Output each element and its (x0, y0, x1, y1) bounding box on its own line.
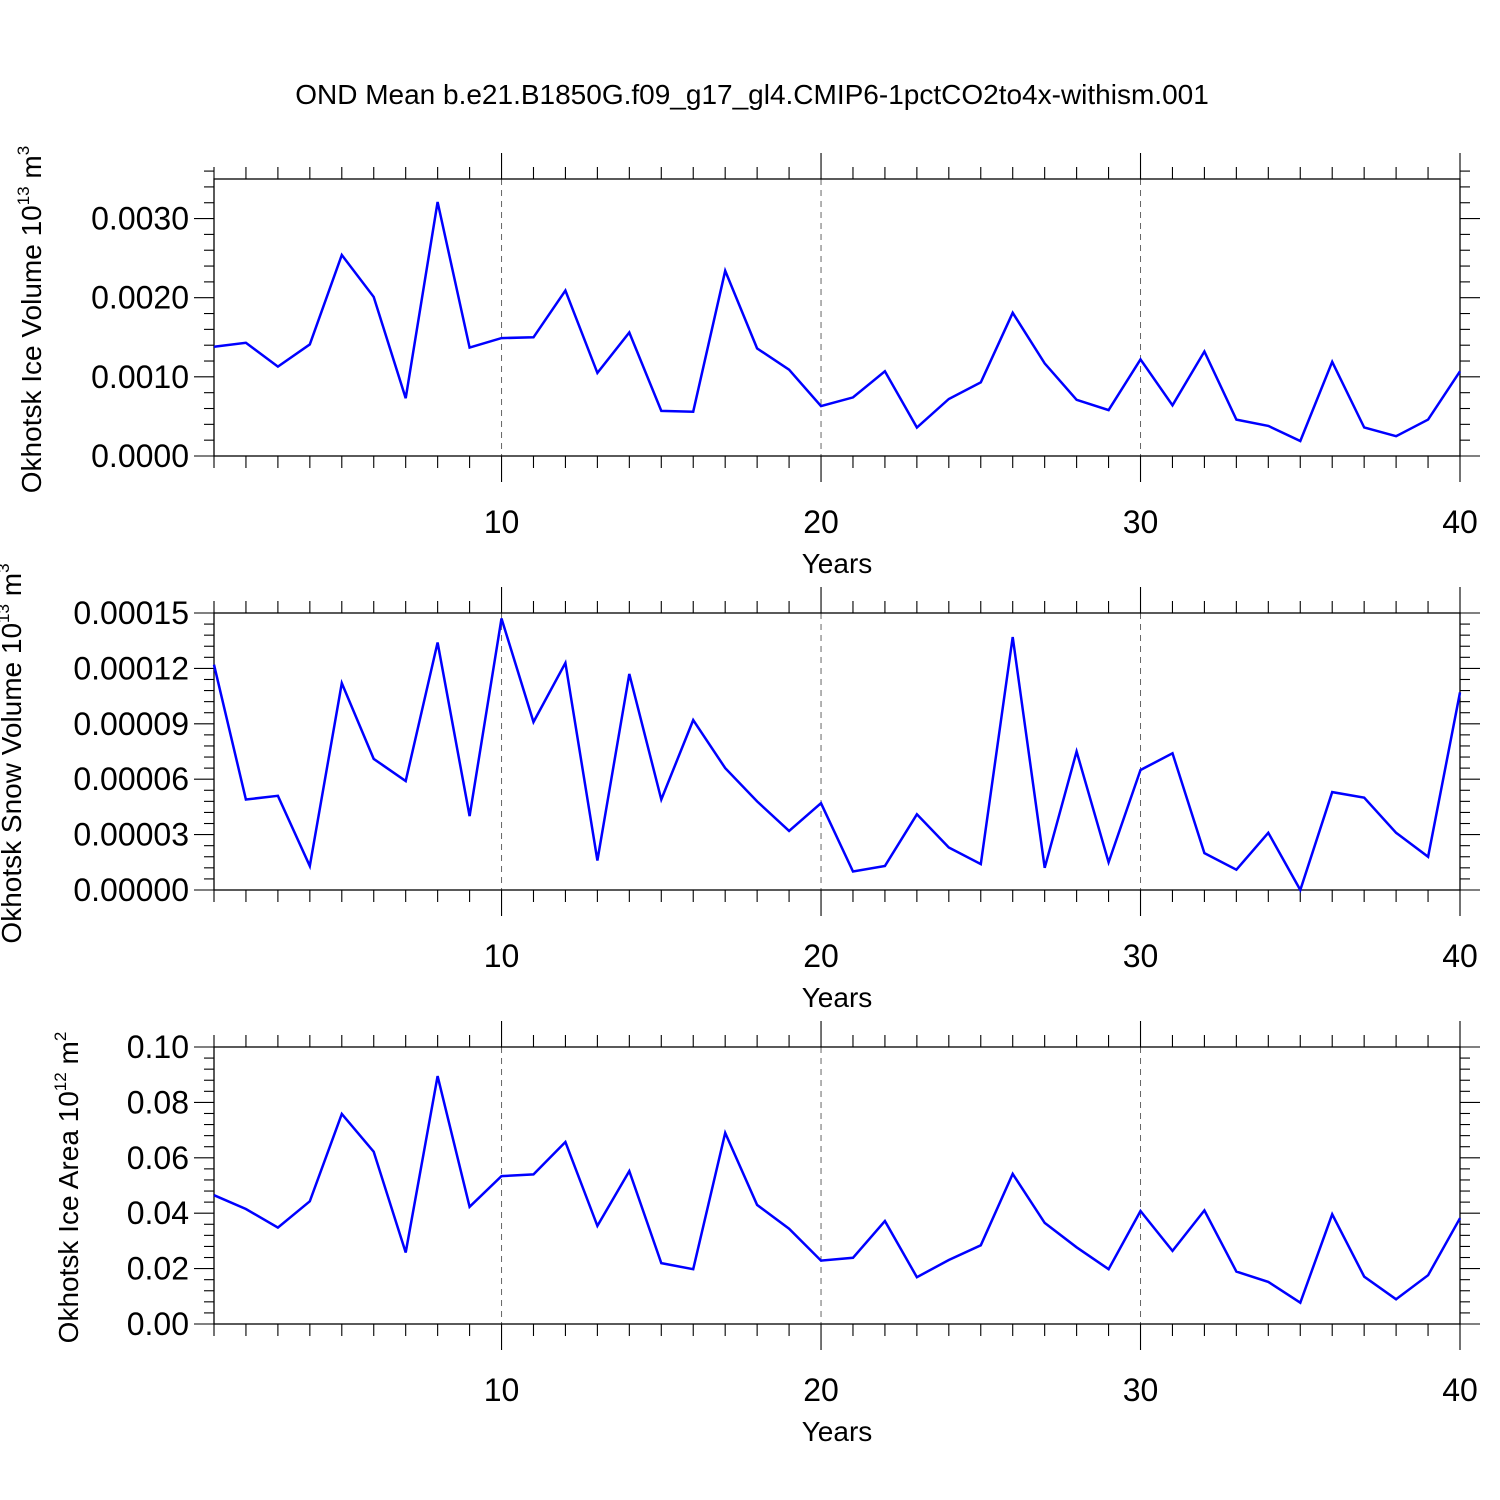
x-tick-label: 10 (484, 504, 520, 540)
y-tick-label: 0.0030 (91, 201, 189, 237)
data-series-line (213, 1075, 1462, 1305)
y-tick-label: 0.06 (127, 1140, 189, 1176)
y-axis-title: Okhotsk Ice Volume 1013 m3 (14, 146, 47, 493)
y-tick-label: 0.04 (127, 1195, 189, 1231)
x-tick-label: 10 (484, 1372, 520, 1408)
x-tick-label: 40 (1442, 1372, 1478, 1408)
x-tick-label: 20 (803, 504, 839, 540)
plot-frame (213, 612, 1461, 891)
y-tick-label: 0.0010 (91, 359, 189, 395)
x-axis-title: Years (802, 548, 873, 579)
chart-panel-2: 10 20 30 40 0.00000 0.00003 0.00006 0.00009 0.00… (0, 563, 1480, 1013)
x-tick-label: 30 (1123, 1372, 1159, 1408)
x-axis-title: Years (802, 982, 873, 1013)
y-tick-label: 0.08 (127, 1084, 189, 1120)
y-tick-label: 0.00012 (73, 650, 189, 686)
y-tick-label: 0.00 (127, 1306, 189, 1342)
x-tick-label: 40 (1442, 938, 1478, 974)
x-tick-label: 10 (484, 938, 520, 974)
chart-panels: 10 20 30 400.00000.00100.00200.0030YearsOkh… (0, 146, 1480, 1447)
page-title: OND Mean b.e21.B1850G.f09_g17_gl4.CMIP6-… (295, 79, 1209, 110)
x-tick-label: 30 (1123, 504, 1159, 540)
plot-frame (213, 1046, 1461, 1325)
y-tick-label: 0.10 (127, 1029, 189, 1065)
y-tick-label: 0.00006 (73, 761, 189, 797)
chart-panel-1: 10 20 30 40 0.0000 0.0010 0.0020 0.0030 Years Okh… (14, 146, 1480, 579)
x-tick-label: 30 (1123, 938, 1159, 974)
y-tick-label: 0.0000 (91, 438, 189, 474)
data-series-line (213, 201, 1462, 443)
x-tick-label: 20 (803, 1372, 839, 1408)
y-tick-label: 0.00009 (73, 706, 189, 742)
y-axis-title: Okhotsk Ice Area 1012 m2 (51, 1032, 84, 1344)
data-series-line (212, 618, 1462, 894)
y-tick-label: 0.00015 (73, 595, 189, 631)
x-tick-label: 40 (1442, 504, 1478, 540)
y-tick-label: 0.00003 (73, 817, 189, 853)
y-tick-label: 0.02 (127, 1251, 189, 1287)
plot-frame (213, 178, 1461, 457)
y-tick-label: 0.0020 (91, 280, 189, 316)
y-tick-label: 0.00000 (73, 872, 189, 908)
y-axis-title: Okhotsk Snow Volume 1013 m3 (0, 563, 27, 943)
x-axis-title: Years (802, 1416, 873, 1447)
chart-panel-3: 10 20 30 40 0.00 0.02 0.04 0.06 0.08 0.10 Years Okh… (51, 1021, 1480, 1447)
x-tick-label: 20 (803, 938, 839, 974)
